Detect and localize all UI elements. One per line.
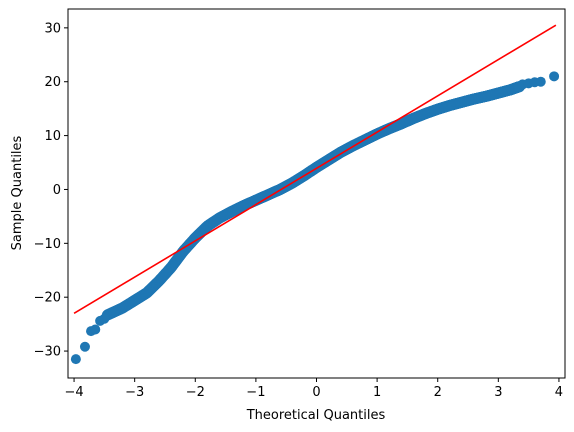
x-tick-label: −2 — [186, 385, 205, 400]
x-axis-label: Theoretical Quantiles — [246, 408, 386, 423]
plot-area — [70, 24, 560, 365]
y-axis: −30 −20 −10 0 10 20 30 — [34, 21, 68, 360]
y-tick-label: 0 — [53, 183, 61, 198]
y-tick-label: −10 — [34, 237, 61, 252]
x-tick-label: 1 — [373, 385, 381, 400]
x-tick-label: 4 — [555, 385, 563, 400]
x-axis: −4 −3 −2 −1 0 1 2 3 4 — [64, 378, 563, 400]
x-tick-label: 2 — [434, 385, 442, 400]
x-tick-label: 3 — [494, 385, 502, 400]
y-tick-label: −20 — [34, 291, 61, 306]
x-tick-label: −1 — [246, 385, 265, 400]
sample-point — [79, 341, 90, 352]
sample-point — [535, 76, 546, 87]
sample-point — [90, 324, 101, 335]
x-tick-label: 0 — [312, 385, 320, 400]
reference-line — [73, 24, 557, 315]
y-tick-label: 20 — [44, 75, 61, 90]
y-axis-label: Sample Quantiles — [10, 135, 25, 250]
y-tick-label: 30 — [44, 21, 61, 36]
sample-point — [70, 354, 81, 365]
y-tick-label: −30 — [34, 345, 61, 360]
y-tick-label: 10 — [44, 129, 61, 144]
x-tick-label: −3 — [125, 385, 144, 400]
x-tick-label: −4 — [64, 385, 83, 400]
sample-point — [99, 313, 110, 324]
sample-point — [549, 71, 560, 82]
